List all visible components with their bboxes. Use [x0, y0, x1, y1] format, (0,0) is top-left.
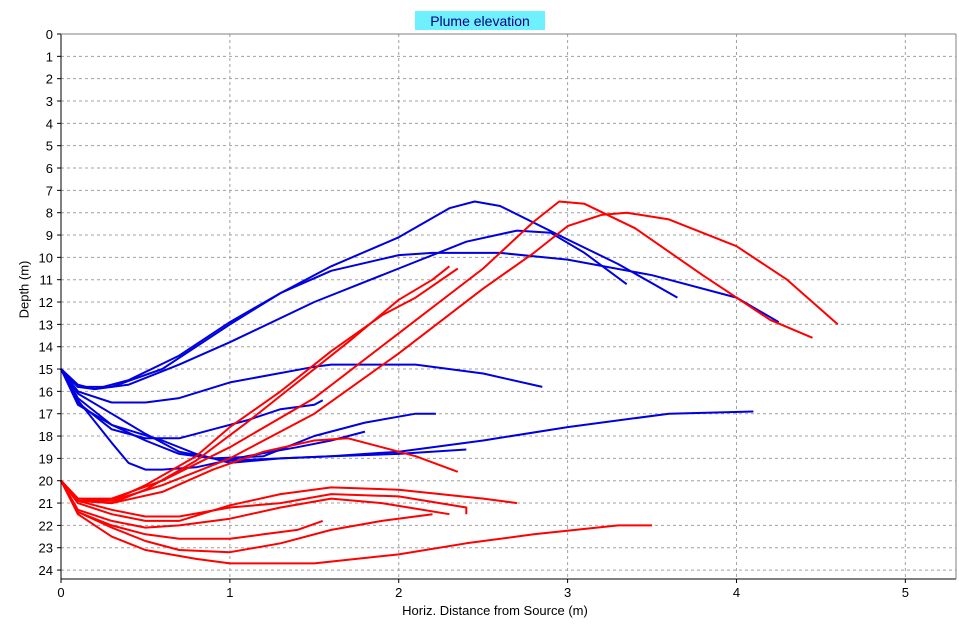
- y-tick-label: 2: [46, 72, 53, 87]
- y-tick-label: 17: [39, 407, 53, 422]
- y-tick-label: 21: [39, 496, 53, 511]
- x-tick-label: 5: [902, 585, 909, 600]
- chart-title: Plume elevation: [415, 11, 545, 30]
- y-tick-label: 10: [39, 250, 53, 265]
- series-line-red-13: [60, 211, 839, 502]
- y-tick-label: 11: [40, 273, 54, 288]
- y-tick-label: 3: [46, 94, 53, 109]
- x-tick-label: 1: [226, 585, 233, 600]
- y-tick-label: 13: [39, 317, 53, 332]
- y-tick-label: 1: [46, 49, 53, 64]
- series-line-red-15: [60, 480, 468, 518]
- x-tick-label: 3: [564, 585, 571, 600]
- y-tick-label: 20: [39, 474, 53, 489]
- x-tick-label: 2: [395, 585, 402, 600]
- plot-area: [61, 34, 956, 579]
- y-axis-label: Depth (m): [16, 260, 32, 319]
- x-tick-label: 0: [57, 585, 64, 600]
- y-tick-label: 19: [39, 451, 53, 466]
- y-tick-label: 14: [39, 340, 53, 355]
- y-tick-label: 8: [46, 206, 53, 221]
- series-line-red-19: [60, 480, 433, 554]
- y-tick-label: 9: [46, 228, 53, 243]
- series-line-blue-3: [60, 251, 780, 388]
- series-line-red-17: [60, 480, 450, 529]
- series-line-blue-9: [60, 368, 467, 464]
- y-tick-label: 24: [39, 563, 53, 578]
- y-tick-label: 7: [46, 183, 53, 198]
- series-line-blue-8: [60, 368, 366, 471]
- y-tick-label: 22: [39, 518, 53, 533]
- y-tick-label: 16: [39, 384, 53, 399]
- x-axis-label: Horiz. Distance from Source (m): [402, 603, 588, 618]
- y-tick-label: 0: [46, 27, 53, 42]
- series-line-red-16: [60, 480, 518, 522]
- y-tick-label: 6: [46, 161, 53, 176]
- y-tick-label: 15: [39, 362, 53, 377]
- y-tick-label: 18: [39, 429, 53, 444]
- series-line-red-12: [60, 200, 813, 500]
- x-tick-label: 4: [733, 585, 740, 600]
- series-line-red-14: [60, 437, 459, 505]
- y-tick-label: 4: [46, 116, 53, 131]
- y-tick-label: 5: [46, 139, 53, 154]
- y-tick-label: 12: [39, 295, 53, 310]
- series-line-blue-4: [60, 363, 543, 404]
- series-line-red-20: [60, 480, 652, 565]
- y-tick-label: 23: [39, 541, 53, 556]
